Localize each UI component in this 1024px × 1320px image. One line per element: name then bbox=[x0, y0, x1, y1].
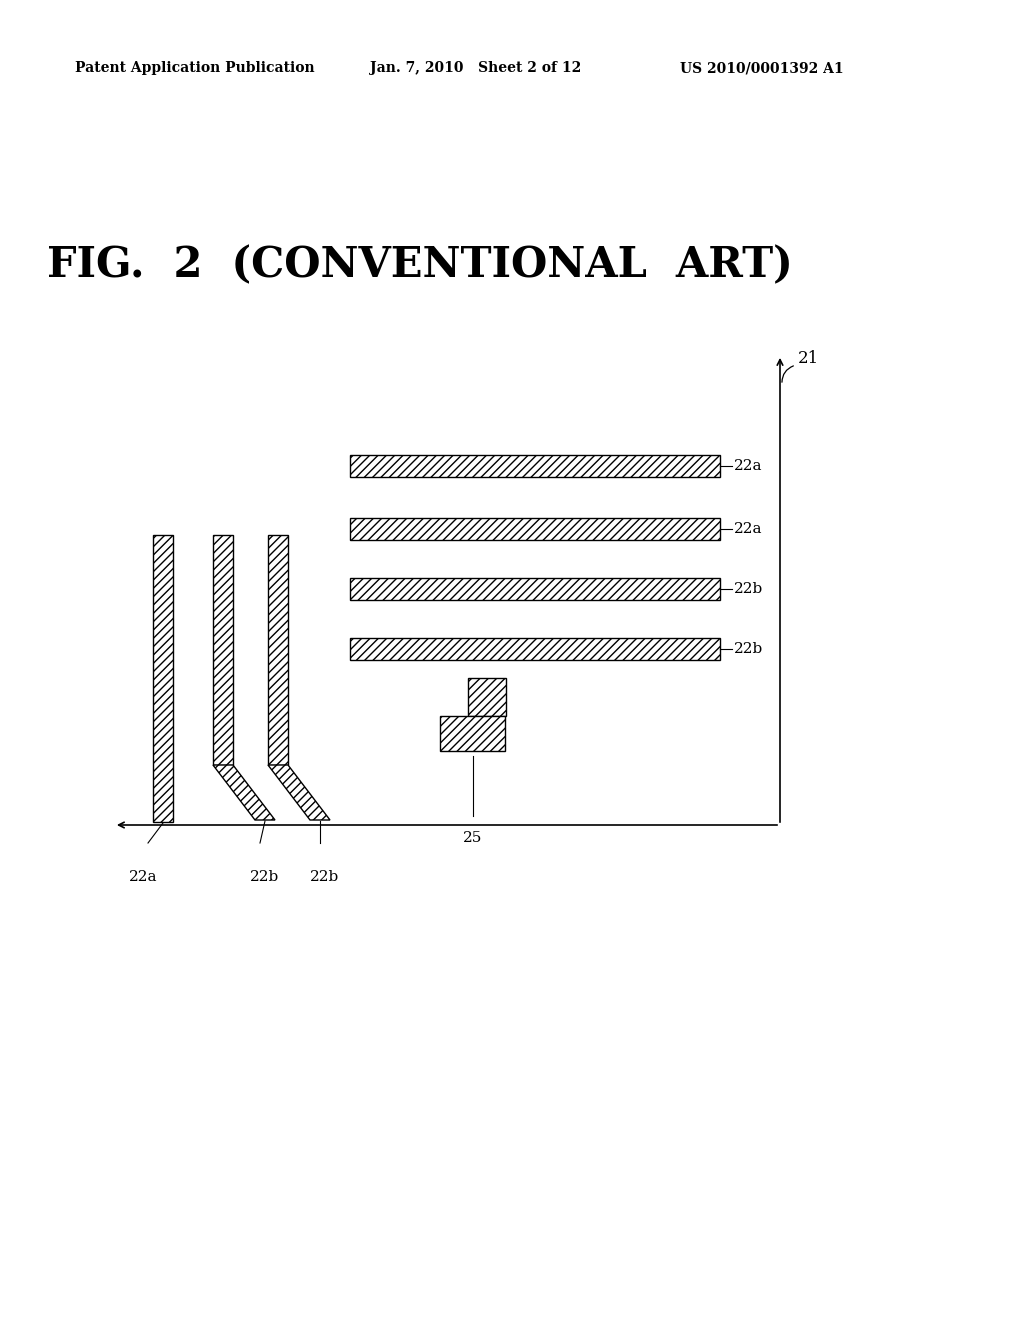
Text: FIG.  2  (CONVENTIONAL  ART): FIG. 2 (CONVENTIONAL ART) bbox=[47, 244, 793, 286]
Text: US 2010/0001392 A1: US 2010/0001392 A1 bbox=[680, 61, 844, 75]
Text: 22b: 22b bbox=[734, 582, 763, 597]
Bar bbox=[153, 535, 173, 822]
Bar bbox=[213, 535, 233, 766]
Text: 22b: 22b bbox=[251, 870, 280, 884]
Bar bbox=[350, 517, 720, 540]
Text: Jan. 7, 2010   Sheet 2 of 12: Jan. 7, 2010 Sheet 2 of 12 bbox=[370, 61, 582, 75]
Text: 22a: 22a bbox=[734, 521, 763, 536]
Bar bbox=[350, 578, 720, 601]
Polygon shape bbox=[268, 766, 330, 820]
Bar bbox=[468, 678, 506, 715]
Bar bbox=[440, 715, 505, 751]
Polygon shape bbox=[213, 766, 275, 820]
Bar bbox=[350, 638, 720, 660]
Text: 21: 21 bbox=[798, 350, 819, 367]
Text: 22b: 22b bbox=[734, 642, 763, 656]
Text: 22a: 22a bbox=[734, 459, 763, 473]
Bar bbox=[268, 535, 288, 766]
FancyArrowPatch shape bbox=[782, 366, 794, 383]
Text: Patent Application Publication: Patent Application Publication bbox=[75, 61, 314, 75]
Text: 22a: 22a bbox=[129, 870, 158, 884]
Text: 25: 25 bbox=[463, 832, 482, 845]
Text: 22b: 22b bbox=[310, 870, 340, 884]
Bar bbox=[350, 455, 720, 477]
